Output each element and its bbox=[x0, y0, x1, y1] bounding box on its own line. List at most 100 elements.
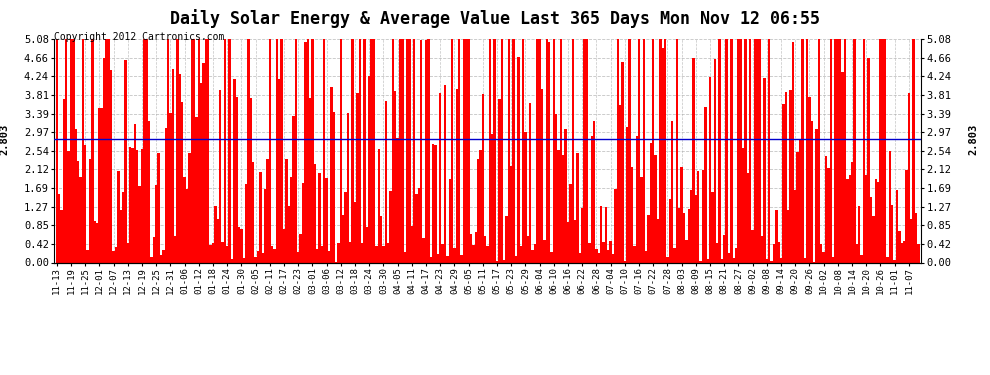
Bar bbox=[629, 39, 631, 262]
Bar bbox=[595, 249, 598, 262]
Bar bbox=[482, 94, 484, 262]
Bar bbox=[205, 39, 207, 262]
Bar bbox=[740, 39, 742, 262]
Bar bbox=[631, 167, 634, 262]
Bar bbox=[316, 249, 319, 262]
Bar bbox=[183, 177, 186, 262]
Bar bbox=[532, 250, 534, 262]
Bar bbox=[222, 242, 224, 262]
Bar bbox=[491, 134, 493, 262]
Bar bbox=[439, 93, 442, 262]
Bar bbox=[579, 253, 581, 262]
Bar bbox=[264, 189, 266, 262]
Bar bbox=[522, 39, 525, 262]
Bar bbox=[155, 185, 157, 262]
Bar bbox=[70, 39, 72, 262]
Bar bbox=[307, 39, 309, 262]
Bar bbox=[707, 259, 709, 262]
Bar bbox=[129, 147, 132, 262]
Bar bbox=[200, 83, 202, 262]
Bar bbox=[884, 39, 886, 262]
Bar bbox=[574, 220, 576, 262]
Bar bbox=[860, 255, 862, 262]
Bar bbox=[261, 254, 264, 262]
Bar bbox=[731, 39, 733, 262]
Bar bbox=[103, 58, 105, 262]
Bar bbox=[299, 234, 302, 262]
Bar bbox=[287, 206, 290, 262]
Bar bbox=[110, 70, 113, 262]
Bar bbox=[442, 244, 444, 262]
Bar bbox=[380, 216, 382, 262]
Bar bbox=[602, 242, 605, 262]
Bar bbox=[874, 179, 877, 262]
Bar bbox=[905, 170, 908, 262]
Bar bbox=[458, 39, 460, 262]
Bar bbox=[356, 93, 358, 262]
Bar bbox=[276, 39, 278, 262]
Bar bbox=[867, 58, 870, 262]
Bar bbox=[67, 150, 70, 262]
Bar bbox=[777, 242, 780, 262]
Bar bbox=[796, 152, 799, 262]
Bar bbox=[641, 177, 643, 262]
Bar bbox=[638, 39, 641, 262]
Bar bbox=[389, 191, 392, 262]
Bar bbox=[248, 39, 249, 262]
Bar bbox=[420, 40, 423, 262]
Bar bbox=[477, 159, 479, 262]
Bar bbox=[249, 98, 252, 262]
Bar bbox=[450, 39, 453, 262]
Bar bbox=[217, 219, 219, 262]
Bar bbox=[855, 244, 858, 262]
Bar bbox=[283, 229, 285, 262]
Bar bbox=[361, 243, 363, 262]
Bar bbox=[746, 173, 749, 262]
Bar bbox=[688, 209, 690, 262]
Bar bbox=[243, 258, 245, 262]
Bar bbox=[891, 205, 894, 262]
Bar bbox=[96, 223, 98, 262]
Bar bbox=[401, 39, 404, 262]
Bar bbox=[418, 188, 420, 262]
Bar bbox=[271, 246, 273, 262]
Bar bbox=[113, 251, 115, 262]
Bar bbox=[134, 124, 136, 262]
Bar bbox=[559, 39, 562, 262]
Bar bbox=[193, 39, 195, 262]
Bar bbox=[744, 39, 746, 262]
Bar bbox=[848, 175, 850, 262]
Bar bbox=[387, 243, 389, 262]
Bar bbox=[789, 90, 792, 262]
Bar bbox=[498, 99, 501, 262]
Bar bbox=[728, 253, 731, 262]
Bar bbox=[115, 248, 117, 262]
Bar bbox=[333, 112, 335, 262]
Bar bbox=[496, 261, 498, 262]
Bar bbox=[470, 234, 472, 262]
Bar bbox=[252, 162, 254, 262]
Bar bbox=[423, 238, 425, 262]
Bar bbox=[537, 39, 539, 262]
Bar bbox=[280, 39, 283, 262]
Bar bbox=[569, 184, 571, 262]
Bar bbox=[132, 148, 134, 262]
Bar bbox=[564, 129, 567, 262]
Bar bbox=[517, 57, 520, 262]
Bar bbox=[716, 243, 719, 262]
Bar bbox=[404, 252, 406, 262]
Bar bbox=[617, 39, 619, 262]
Bar bbox=[799, 140, 801, 262]
Bar bbox=[644, 251, 647, 262]
Bar bbox=[503, 260, 505, 262]
Bar bbox=[455, 89, 458, 262]
Bar bbox=[903, 241, 905, 262]
Bar bbox=[853, 39, 855, 262]
Bar bbox=[652, 39, 654, 262]
Bar bbox=[607, 251, 610, 262]
Bar bbox=[319, 174, 321, 262]
Bar bbox=[894, 260, 896, 262]
Bar bbox=[304, 42, 307, 262]
Bar bbox=[780, 258, 782, 262]
Bar bbox=[159, 255, 162, 262]
